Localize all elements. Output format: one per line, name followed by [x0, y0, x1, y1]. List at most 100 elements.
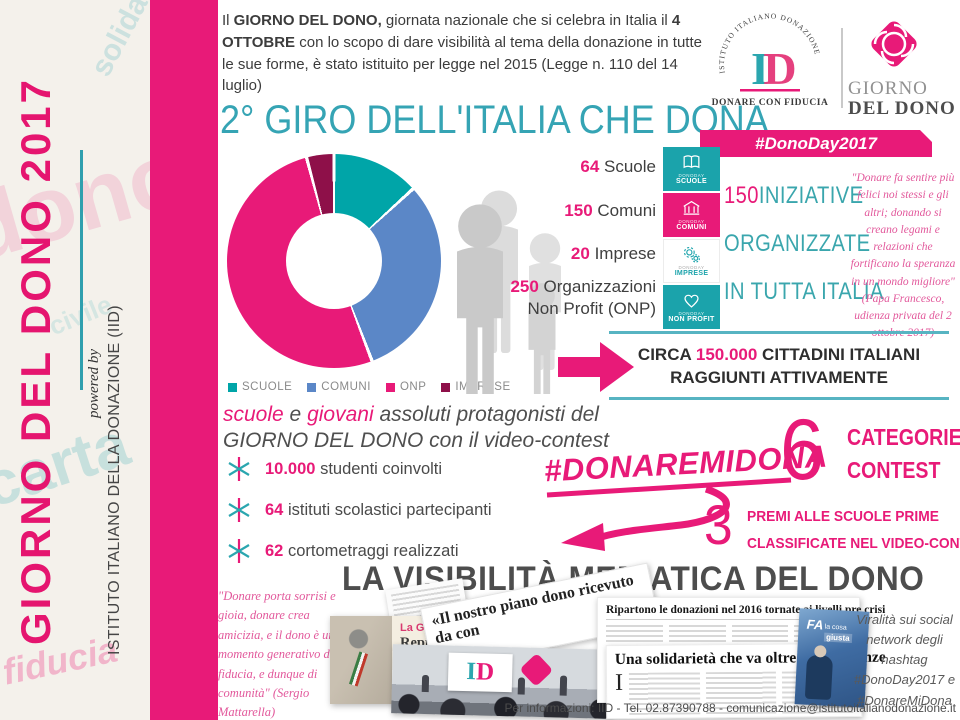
tv-show-logo-line3: giusta: [823, 632, 852, 643]
gdd-logo-line1: GIORNO: [848, 78, 928, 99]
divider-line: [609, 331, 949, 334]
badge-top-label: DONODAY: [678, 173, 705, 178]
bullet-text: 62 cortometraggi realizzati: [265, 542, 459, 561]
text-segment: D: [475, 658, 495, 686]
bullet-number: 62: [265, 541, 284, 560]
stat-number: 150: [564, 201, 593, 220]
asterisk-icon: [228, 457, 250, 481]
bullet-text: 64 istituti scolastici partecipanti: [265, 501, 492, 520]
donoday-badge-strip: DONODAY SCUOLE DONODAY COMUNI DONODAY IM…: [663, 147, 720, 331]
stat-label: Comuni: [597, 201, 656, 220]
badge-label: COMUNI: [676, 224, 707, 231]
gdd-diamond-icon: [871, 21, 917, 67]
badge-imprese: DONODAY IMPRESE: [663, 239, 720, 283]
bullet-studenti: 10.000 studenti coinvolti: [226, 456, 442, 482]
text-segment: CIRCA: [637, 345, 696, 364]
donut-hole: [286, 213, 382, 309]
stat-label: Imprese: [594, 244, 656, 263]
legend-label: COMUNI: [321, 381, 371, 393]
text-segment: CITTADINI ITALIANI RAGGIUNTI ATTIVAMENTE: [670, 345, 921, 387]
legend-label: SCUOLE: [242, 381, 293, 393]
iid-tagline: DONARE CON FIDUCIA: [712, 98, 829, 108]
bullet-text: 10.000 studenti coinvolti: [265, 460, 442, 479]
stage-person: [421, 674, 430, 693]
stat-scuole: 64 Scuole: [440, 156, 656, 178]
sidebar-divider-line: [80, 150, 83, 390]
legend-swatch: [307, 382, 317, 392]
iniziative-line: ORGANIZZATE: [724, 230, 871, 257]
donut-chart: [227, 154, 441, 368]
legend-swatch: [228, 382, 237, 392]
bullet-label: cortometraggi realizzati: [287, 541, 459, 560]
text-segment: INIZIATIVE: [758, 182, 864, 209]
legend-item: SCUOLE: [228, 381, 292, 393]
event-title-vertical: GIORNO DEL DONO 2017: [12, 76, 59, 646]
text-segment: assoluti protagonisti del: [373, 403, 599, 426]
bullet-istituti: 64 istituti scolastici partecipanti: [226, 497, 492, 523]
gdd-logo-line2: DEL DONO: [848, 98, 956, 119]
stat-number: 20: [570, 244, 590, 263]
iid-logo: ISTITUTO ITALIANO DONAZIONE I D DONARE C…: [712, 11, 829, 108]
categories-line: CONTEST: [847, 457, 941, 484]
categories-lines: CATEGORIE CONTEST: [847, 421, 960, 488]
book-icon: [683, 155, 700, 169]
stat-imprese: 20 Imprese: [440, 243, 656, 265]
stat-number: 64: [580, 157, 600, 176]
social-virality-note: Viralità sui social network degli hashta…: [853, 612, 956, 708]
categories-number: 6: [780, 402, 825, 498]
watermark-word: solidale: [84, 0, 150, 82]
bullet-number: 64: [265, 500, 284, 519]
bullet-cortometraggi: 62 cortometraggi realizzati: [226, 538, 459, 564]
stat-label: Scuole: [604, 157, 656, 176]
bullet-number: 10.000: [265, 459, 316, 478]
quote-mattarella: "Donare porta sorrisi e gioia, donare cr…: [218, 589, 336, 720]
text-segment: 150: [724, 182, 759, 209]
page-title: 2° GIRO DELL'ITALIA CHE DONA: [220, 98, 769, 142]
iniziative-block: 150 INIZIATIVE ORGANIZZATE IN TUTTA ITAL…: [724, 172, 883, 316]
badge-scuole: DONODAY SCUOLE: [663, 147, 720, 191]
right-arrow-icon: [558, 342, 634, 392]
badge-label: SCUOLE: [676, 178, 707, 185]
text-segment: 150.000: [695, 345, 758, 364]
reach-statement: CIRCA 150.000 CITTADINI ITALIANI RAGGIUN…: [633, 344, 925, 390]
video-contest-heading-line2: GIORNO DEL DONO con il video-contest: [223, 429, 609, 452]
clip-photo: [330, 616, 392, 704]
text-segment: giovani: [307, 403, 374, 426]
seated-person-silhouette: [804, 654, 834, 700]
text-segment: Il: [222, 12, 234, 29]
badge-label: NON PROFIT: [668, 316, 715, 323]
legend-label: ONP: [399, 381, 427, 393]
powered-by-label: powered by: [86, 348, 102, 418]
text-segment: con lo scopo di dare visibilità al tema …: [222, 33, 702, 95]
stat-number: 250: [510, 277, 539, 296]
divider-line: [609, 397, 949, 400]
asterisk-icon: [228, 539, 250, 563]
logo-divider: [841, 28, 843, 108]
iniziative-line: 150 INIZIATIVE: [724, 172, 863, 220]
iid-monogram-i: I: [751, 43, 769, 94]
badge-top-label: DONODAY: [678, 265, 705, 270]
text-segment: 4 OTTOBRE: [222, 12, 681, 51]
categories-line: CATEGORIE: [847, 424, 960, 450]
badge-top-label: DONODAY: [678, 219, 705, 224]
heart-icon: [684, 294, 699, 308]
badge-top-label: DONODAY: [678, 311, 705, 316]
stage-person: [559, 675, 568, 696]
intro-paragraph: Il GIORNO DEL DONO, giornata nazionale c…: [222, 10, 702, 97]
prizes-number: 3: [704, 493, 733, 556]
organization-name-vertical: ISTITUTO ITALIANO DELLA DONAZIONE (IID): [106, 305, 123, 655]
legend-swatch: [385, 382, 395, 392]
text-segment: giornata nazionale che si celebra in Ita…: [381, 12, 672, 29]
bullet-label: istituti scolastici partecipanti: [287, 500, 492, 519]
tricolor-sash: [348, 651, 369, 687]
footer-contact-info: Per informazioni: IID - Tel. 02.87390788…: [504, 701, 956, 715]
accent-bar: [150, 0, 218, 720]
gears-icon: [683, 246, 701, 263]
badge-non-profit: DONODAY NON PROFIT: [663, 285, 720, 329]
text-segment: scuole: [223, 403, 284, 426]
text-segment: e: [283, 403, 308, 426]
text-segment: GIORNO DEL DONO,: [233, 12, 382, 29]
prizes-lines: PREMI ALLE SCUOLE PRIME CLASSIFICATE NEL…: [747, 503, 960, 557]
